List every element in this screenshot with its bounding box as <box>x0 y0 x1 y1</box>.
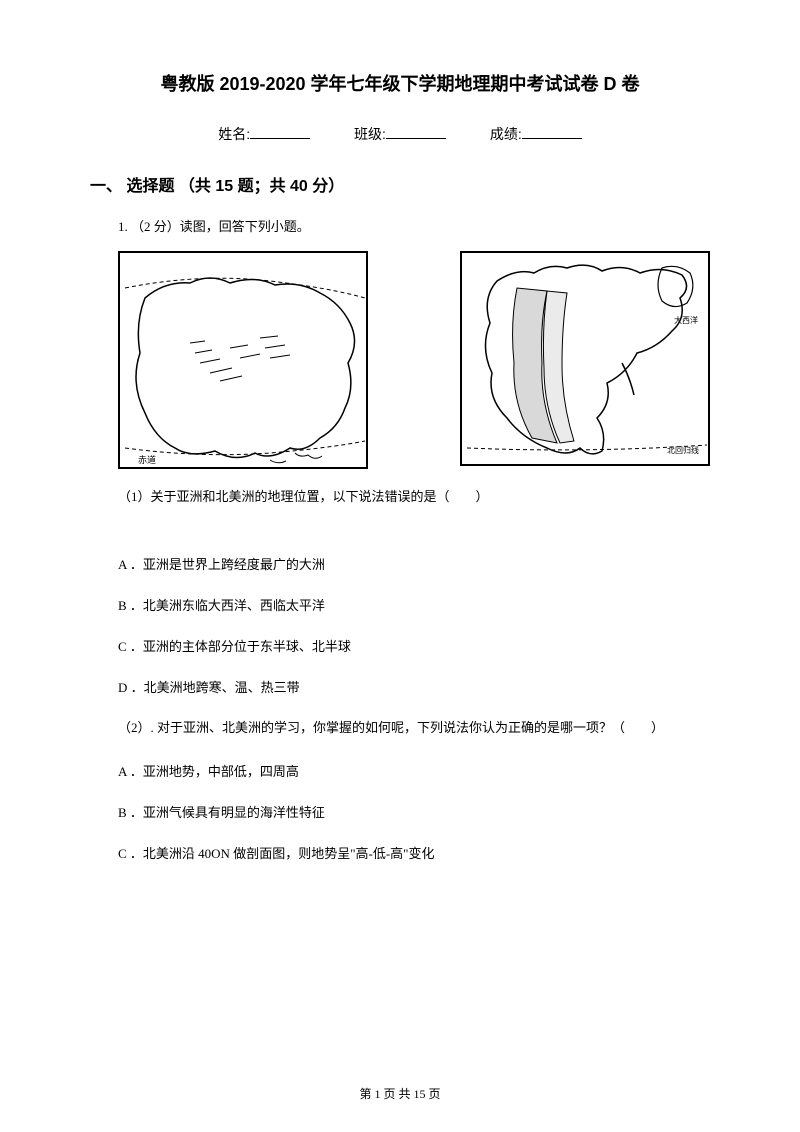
svg-text:赤道: 赤道 <box>138 454 156 465</box>
section-header: 一、 选择题 （共 15 题；共 40 分） <box>90 172 710 196</box>
sub-question-1: （1）关于亚洲和北美洲的地理位置，以下说法错误的是（ ） <box>118 487 710 508</box>
option-2c: C ．北美洲沿 40ON 做剖面图，则地势呈"高-低-高"变化 <box>118 843 710 862</box>
sub-question-2: （2）. 对于亚洲、北美洲的学习，你掌握的如何呢，下列说法你认为正确的是哪一项？… <box>118 718 710 739</box>
name-label: 姓名: <box>218 126 250 142</box>
question-1-stem: 1. （2 分）读图，回答下列小题。 <box>118 216 710 235</box>
option-1d: D ．北美洲地跨寒、温、热三带 <box>118 677 710 696</box>
student-info-row: 姓名: 班级: 成绩: <box>90 124 710 144</box>
page-footer: 第 1 页 共 15 页 <box>0 1085 800 1102</box>
option-1b: B ．北美洲东临大西洋、西临太平洋 <box>118 595 710 614</box>
document-title: 粤教版 2019-2020 学年七年级下学期地理期中考试试卷 D 卷 <box>90 70 710 96</box>
page-mid: 页 共 <box>380 1087 413 1101</box>
option-2a: A ．亚洲地势，中部低，四周高 <box>118 761 710 780</box>
class-blank <box>386 138 446 139</box>
north-america-map: 大西洋 北回归线 <box>460 251 710 466</box>
class-label: 班级: <box>354 126 386 142</box>
option-1c: C ．亚洲的主体部分位于东半球、北半球 <box>118 636 710 655</box>
page-suffix: 页 <box>426 1087 441 1101</box>
name-blank <box>250 138 310 139</box>
asia-map: 赤道 <box>118 251 368 469</box>
page-total: 15 <box>414 1087 426 1101</box>
page-prefix: 第 <box>359 1087 374 1101</box>
svg-text:大西洋: 大西洋 <box>674 315 698 325</box>
score-blank <box>522 138 582 139</box>
maps-row: 赤道 大西洋 北回归线 <box>118 251 710 469</box>
option-2b: B ．亚洲气候具有明显的海洋性特征 <box>118 802 710 821</box>
score-label: 成绩: <box>490 126 522 142</box>
svg-text:北回归线: 北回归线 <box>667 445 699 455</box>
option-1a: A ．亚洲是世界上跨经度最广的大洲 <box>118 554 710 573</box>
